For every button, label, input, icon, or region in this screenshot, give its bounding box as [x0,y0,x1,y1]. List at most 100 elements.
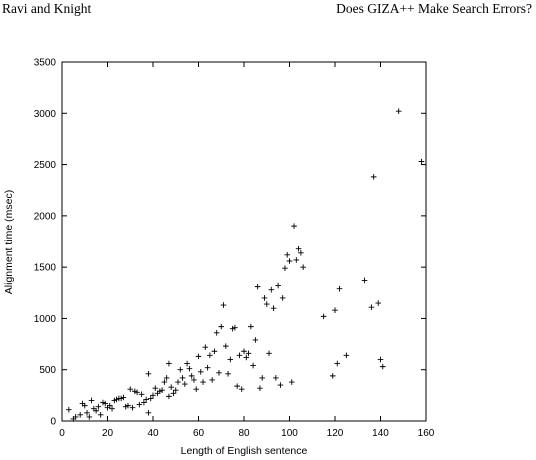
data-points [66,108,425,422]
data-point [266,350,272,357]
y-tick-label: 1000 [34,314,57,325]
x-tick-label: 160 [418,428,435,439]
data-point [166,360,172,367]
data-point [216,369,222,376]
data-point [209,377,215,383]
data-point [336,285,343,292]
data-point [275,282,281,289]
data-point [379,363,386,370]
data-point [145,371,152,377]
data-point [106,402,113,409]
data-point [298,249,304,256]
x-tick-label: 140 [372,428,389,439]
data-point [150,392,156,399]
data-point [200,379,206,385]
data-point [211,348,218,355]
data-point [279,295,286,301]
data-point [84,409,90,416]
data-point [250,362,256,369]
data-point [300,264,306,270]
data-point [293,257,300,263]
axis-tick-labels: 0 20 40 60 80 100 120 140 160 0 500 1000 1500 2000 250… [34,58,435,440]
y-tick-label: 3000 [34,109,57,120]
data-point [248,323,254,330]
data-point [159,387,165,394]
data-point [182,381,188,387]
data-point [282,265,288,271]
data-point [188,373,195,379]
data-point [329,373,336,379]
data-point [245,350,252,357]
data-point [179,375,186,381]
data-point [284,252,291,258]
data-point [334,360,341,367]
data-point [320,313,327,320]
data-point [218,323,225,330]
x-tick-label: 100 [281,428,298,439]
data-point [286,258,293,264]
data-point [102,400,109,407]
data-point [66,406,72,413]
running-head-title: Does GIZA++ Make Search Errors? [336,1,532,16]
data-point [202,344,209,350]
data-point [234,383,240,389]
data-point [129,404,136,411]
data-point [418,158,425,165]
x-tick-label: 20 [102,428,114,439]
data-point [186,365,193,372]
data-point [332,307,338,314]
data-point [254,283,261,290]
data-point [395,108,402,115]
data-point [138,391,145,398]
data-point [166,393,172,400]
data-point [143,396,149,403]
data-point [145,409,152,416]
data-point [213,329,220,336]
data-point [277,382,284,388]
data-point [125,402,131,409]
y-tick-label: 2000 [34,211,57,222]
data-point [177,366,184,373]
data-point [147,395,154,402]
data-point [184,360,190,367]
data-point [259,375,265,381]
data-point [193,386,200,393]
data-point [170,390,177,397]
y-tick-label: 0 [50,417,56,428]
data-point [168,384,174,390]
data-point [172,387,179,394]
data-point [241,348,247,355]
data-point [225,371,231,377]
y-tick-label: 3500 [34,58,57,69]
y-tick-label: 500 [39,365,56,376]
running-head-authors: Ravi and Knight [2,1,92,16]
data-point [268,286,275,293]
data-point [127,386,134,393]
data-point [161,379,168,385]
data-point [141,399,147,406]
y-tick-label: 2500 [34,160,57,171]
x-tick-label: 40 [147,428,159,439]
data-point [291,223,297,229]
data-point [195,353,202,360]
data-point [252,337,259,343]
data-point [220,302,227,308]
data-point [232,324,238,331]
data-point [109,405,115,412]
plot-frame [61,61,427,422]
x-tick-label: 80 [238,428,250,439]
data-point [273,375,279,381]
data-point [236,352,243,359]
data-point [175,379,181,385]
data-point [97,412,104,418]
data-point [238,386,245,393]
x-tick-label: 120 [327,428,344,439]
data-point [120,394,127,401]
data-point [204,364,211,371]
y-axis-label: Alignment time (msec) [3,190,15,294]
data-point [72,414,79,420]
data-point [86,414,93,420]
data-point [368,304,375,310]
data-point [152,385,159,391]
